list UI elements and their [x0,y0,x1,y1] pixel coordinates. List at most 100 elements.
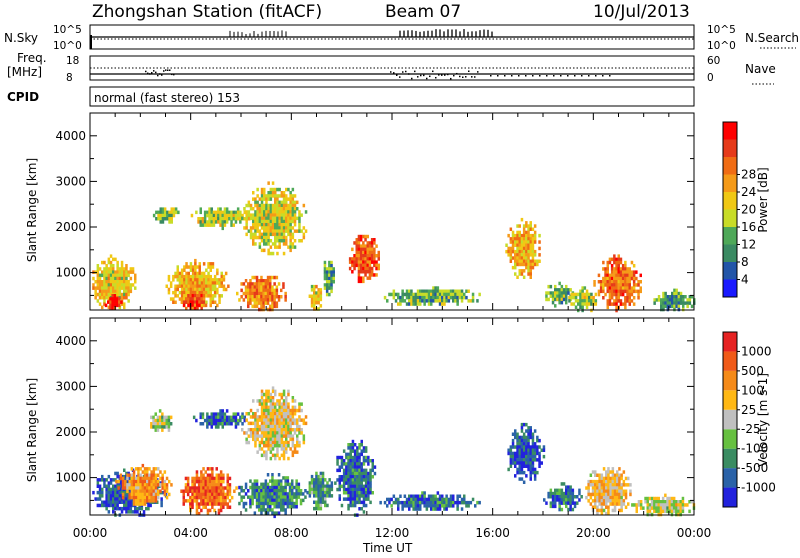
velocity-colorbar: 1000 500 100 25 -25 -100 -500 -1000 [722,331,776,508]
nave-tick-bottom: 0 [707,72,714,84]
power-feature-11 [383,286,481,306]
time-axis-ticks: 00:00 04:00 08:00 12:00 16:00 20:00 00:00 [73,526,712,540]
velocity-feature-6 [241,386,308,461]
power-feature-2 [152,207,180,224]
power-colorbar-swatch [723,174,737,192]
freq-strip [90,67,694,80]
velocity-y-axis-label: Slant Range [km] [25,378,39,482]
power-feature-5 [190,207,251,231]
power-feature-8 [308,284,323,311]
velocity-colorbar-tick: 500 [741,364,764,378]
power-colorbar: 4 8 12 16 20 24 28 [722,121,756,298]
power-colorbar-tick: 28 [741,168,756,182]
velocity-feature-8 [334,439,377,517]
nsky-tick-bottom: 10^0 [53,40,82,52]
velocity-colorbar-swatch [723,409,737,430]
power-colorbar-swatch [723,157,737,175]
power-feature-12 [505,217,541,279]
velocity-feature-7 [306,471,334,511]
velocity-feature-2 [150,409,173,432]
time-axis-label: Time UT [362,541,413,554]
velocity-colorbar-swatch [723,448,737,469]
velocity-feature-11 [543,482,583,512]
power-colorbar-tick: 8 [741,255,749,269]
velocity-colorbar-swatch [723,487,737,507]
power-y-axis-label: Slant Range [km] [25,158,39,262]
time-tick-1: 04:00 [173,526,208,540]
power-colorbar-label: Power [dB] [756,167,770,232]
power-y-tick-3000: 3000 [55,174,86,188]
nsearch-tick-top: 10^5 [707,24,736,36]
time-tick-6: 00:00 [677,526,712,540]
station-title: Zhongshan Station (fitACF) [92,2,322,22]
velocity-colorbar-tick: -25 [741,422,761,436]
freq-label: Freq. [17,51,47,65]
power-colorbar-tick: 4 [741,273,749,287]
velocity-colorbar-tick: -500 [741,461,768,475]
power-heatmap-panel: 1000 2000 3000 4000 [55,112,696,313]
nave-tick-top: 60 [707,55,720,67]
velocity-feature-4 [192,409,246,429]
velocity-colorbar-swatch [723,390,737,410]
nsearch-tick-bottom: 10^0 [707,40,736,52]
power-feature-3 [165,258,230,311]
cpid-label: CPID [7,90,39,104]
velocity-y-tick-4000: 4000 [55,334,86,348]
velocity-feature-9 [379,491,481,511]
velocity-feature-1 [115,463,173,506]
time-tick-2: 08:00 [274,526,309,540]
velocity-feature-10 [507,422,546,484]
velocity-colorbar-swatch [723,351,737,371]
power-feature-7 [241,181,308,256]
power-colorbar-swatch [723,262,737,280]
velocity-colorbar-swatch [723,429,737,449]
power-colorbar-swatch [723,192,737,210]
velocity-colorbar-swatch [723,468,737,488]
time-tick-4: 16:00 [475,526,510,540]
velocity-y-tick-2000: 2000 [55,425,86,439]
velocity-cells [92,386,696,519]
nave-label: Nave [745,62,776,76]
cpid-value: normal (fast stereo) 153 [94,91,240,105]
power-feature-4 [180,290,208,311]
power-feature-6 [236,275,287,312]
power-y-tick-1000: 1000 [55,266,86,280]
time-tick-3: 12:00 [375,526,410,540]
power-cells [92,181,696,313]
power-colorbar-tick: 24 [741,185,756,199]
date-label: 10/Jul/2013 [593,2,690,22]
velocity-colorbar-tick: -100 [741,442,768,456]
velocity-colorbar-swatch [723,332,737,352]
power-feature-9 [323,260,335,297]
velocity-feature-12 [585,467,632,516]
power-colorbar-tick: 20 [741,203,756,217]
power-colorbar-tick: 16 [741,220,756,234]
cpid-strip-frame [89,86,695,107]
nsearch-label: N.Search [745,31,799,45]
velocity-colorbar-tick: -1000 [741,481,776,495]
power-colorbar-swatch [723,244,737,262]
power-y-tick-2000: 2000 [55,220,86,234]
velocity-feature-3 [180,467,238,516]
velocity-feature-5 [238,473,307,519]
power-y-tick-4000: 4000 [55,129,86,143]
power-colorbar-swatch [723,209,737,227]
power-feature-10 [348,234,380,284]
velocity-colorbar-swatch [723,370,737,391]
velocity-colorbar-label: Velocity [m s-1] [756,373,770,467]
freq-unit-label: [MHz] [7,65,42,79]
velocity-y-tick-1000: 1000 [55,471,86,485]
time-tick-5: 20:00 [576,526,611,540]
nsky-label: N.Sky [4,31,38,45]
velocity-colorbar-tick: 1000 [741,344,772,358]
freq-tick-bottom: 8 [66,72,73,84]
velocity-colorbar-tick: 100 [741,383,764,397]
nsky-tick-top: 10^5 [53,24,82,36]
power-colorbar-swatch [723,139,737,157]
power-colorbar-swatch [723,122,737,140]
power-feature-13 [545,281,575,308]
power-colorbar-tick: 12 [741,238,756,252]
power-colorbar-swatch [723,227,737,245]
velocity-heatmap-panel: 1000 2000 3000 4000 [55,317,696,519]
